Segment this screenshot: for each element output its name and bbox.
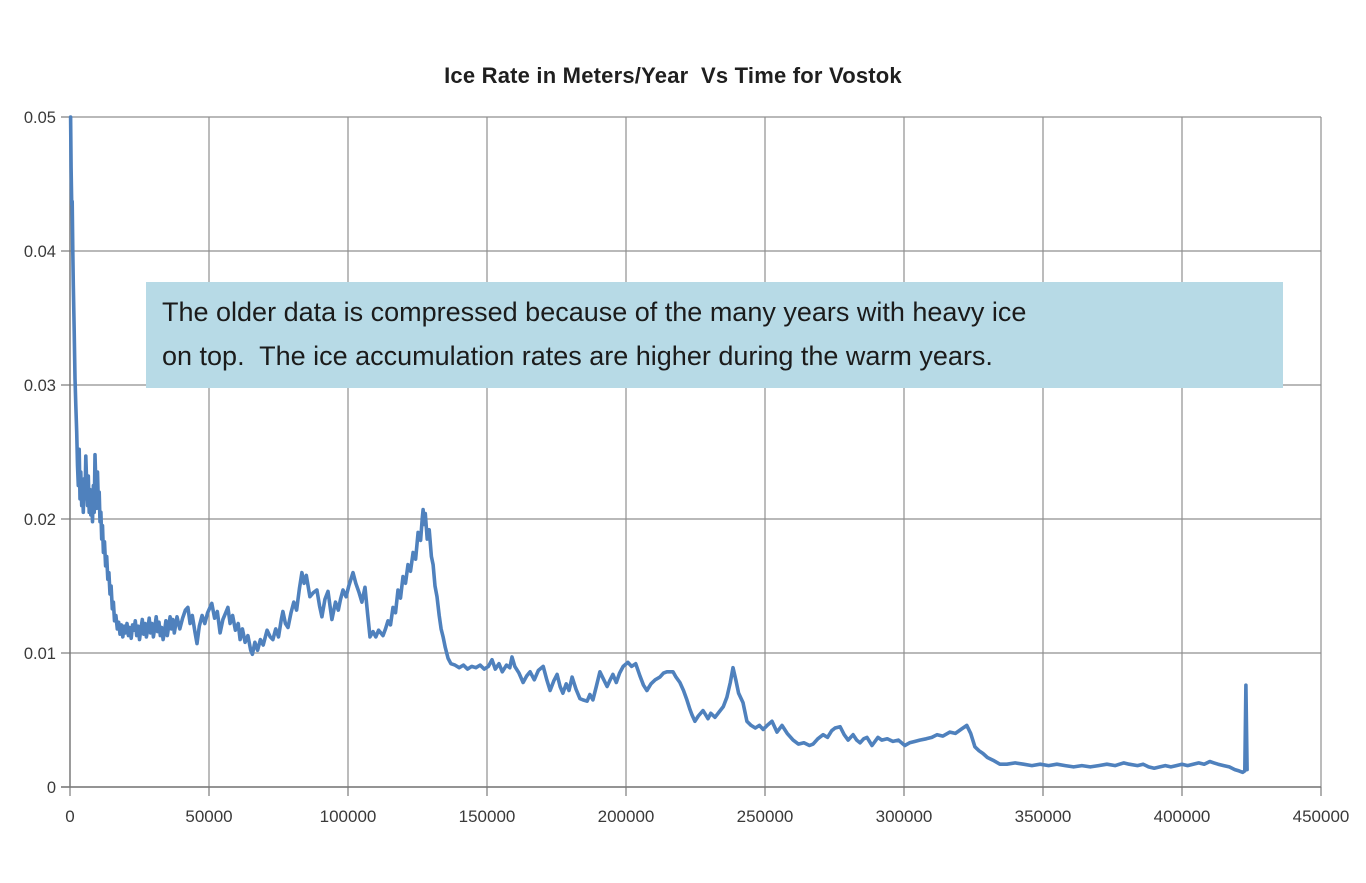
y-tick-label: 0.05: [24, 109, 56, 127]
x-tick-label: 250000: [737, 807, 794, 826]
tick-marks: [61, 116, 1322, 796]
x-tick-label: 450000: [1293, 807, 1350, 826]
y-tick-label: 0.02: [24, 511, 56, 529]
y-tick-label: 0.04: [24, 243, 56, 261]
x-tick-label: 300000: [876, 807, 933, 826]
ice-rate-line: [68, 115, 1249, 775]
gridlines: [69, 116, 1322, 788]
x-tick-label: 150000: [459, 807, 516, 826]
x-tick-label: 100000: [320, 807, 377, 826]
y-tick-label: 0.03: [24, 377, 56, 395]
tick-labels: 0 0.01 0.02 0.03 0.04 0.05 0 50000 100000 150000 2…: [24, 109, 1349, 826]
y-tick-label: 0: [47, 779, 56, 797]
annotation-box: The older data is compressed because of …: [146, 282, 1283, 388]
x-tick-label: 350000: [1015, 807, 1072, 826]
x-tick-label: 50000: [185, 807, 232, 826]
axes: [61, 117, 1321, 788]
y-tick-label: 0.01: [24, 645, 56, 663]
x-tick-label: 400000: [1154, 807, 1211, 826]
chart-title: Ice Rate in Meters/Year Vs Time for Vost…: [444, 63, 902, 88]
x-tick-label: 0: [65, 807, 74, 826]
annotation-line-1: The older data is compressed because of …: [162, 297, 1027, 327]
annotation-line-2: on top. The ice accumulation rates are h…: [162, 341, 993, 371]
x-tick-label: 200000: [598, 807, 655, 826]
